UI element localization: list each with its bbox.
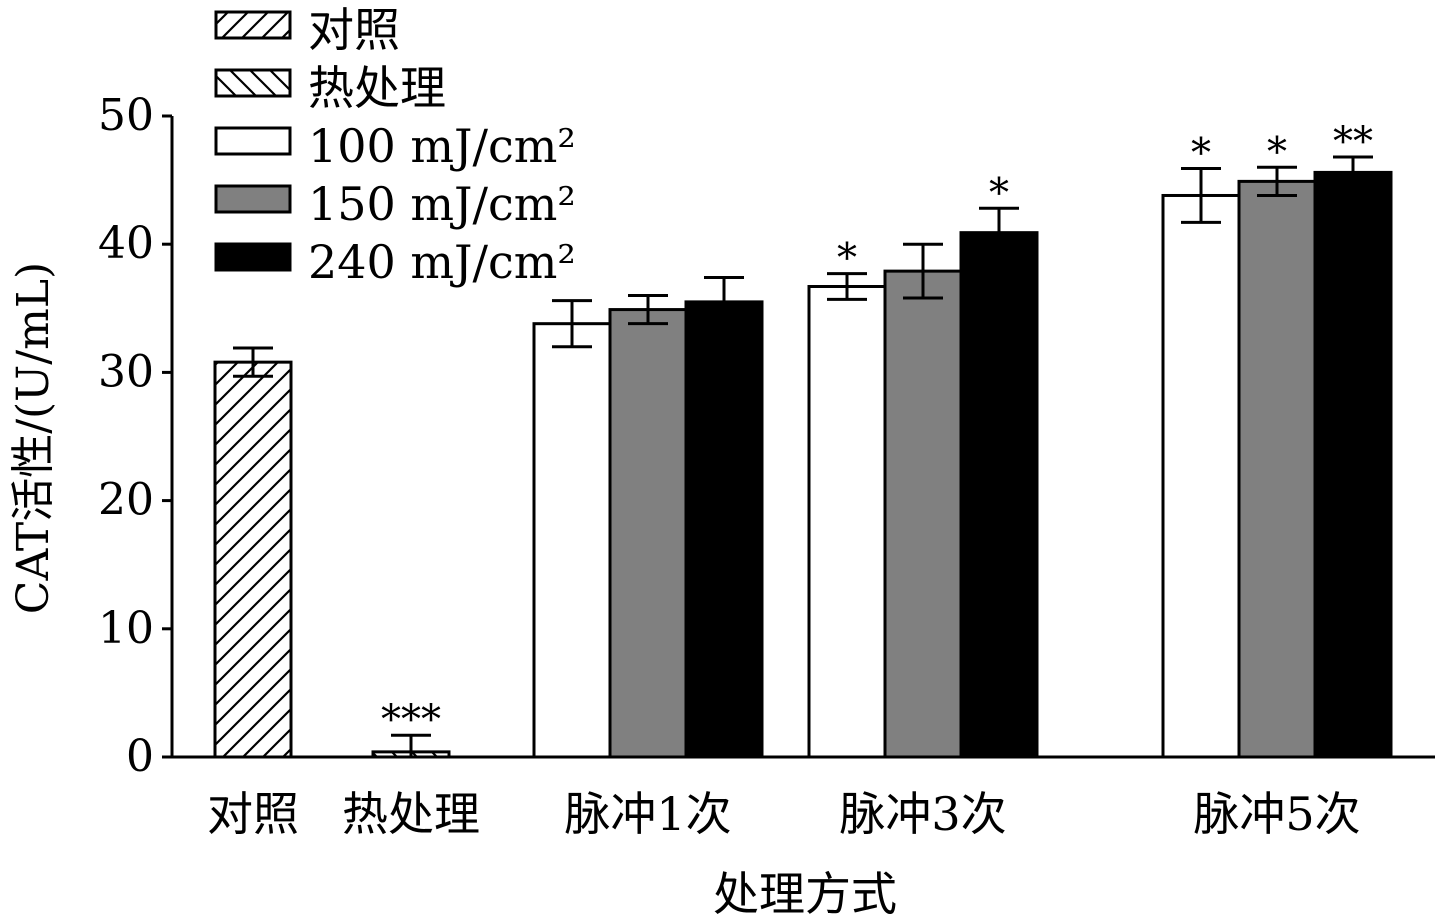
y-tick-label: 30 — [98, 346, 154, 397]
legend-item-heat: 热处理 — [214, 61, 446, 115]
legend-swatch — [214, 184, 292, 214]
legend-item-d240: 240 mJ/cm² — [214, 235, 576, 289]
bar-control — [213, 360, 293, 759]
bar-d150 — [883, 269, 963, 759]
legend-label: 热处理 — [308, 61, 446, 115]
legend-swatch — [214, 126, 292, 156]
significance-mark: *** — [381, 697, 441, 743]
x-tick-label: 脉冲1次 — [564, 787, 731, 841]
y-tick-label: 10 — [98, 603, 154, 654]
significance-mark: * — [989, 170, 1009, 216]
significance-mark: * — [837, 236, 857, 282]
y-axis-label: CAT活性/(U/mL) — [8, 262, 59, 614]
bar-d100 — [1161, 193, 1241, 759]
legend-item-d150: 150 mJ/cm² — [214, 177, 576, 231]
y-tick-label: 40 — [98, 218, 154, 269]
x-tick-label: 脉冲3次 — [839, 787, 1006, 841]
significance-mark: * — [1267, 129, 1287, 175]
significance-mark: * — [1191, 131, 1211, 177]
bar-d240 — [959, 231, 1039, 759]
bar-d150 — [608, 308, 688, 759]
legend-swatch — [214, 68, 292, 98]
legend-item-d100: 100 mJ/cm² — [214, 119, 576, 173]
bar-d150 — [1237, 179, 1317, 759]
x-tick-label: 对照 — [207, 787, 299, 841]
bar-d100 — [532, 322, 612, 759]
significance-mark: ** — [1333, 119, 1373, 165]
bar-d100 — [807, 285, 887, 759]
legend-swatch — [214, 242, 292, 272]
legend-label: 对照 — [308, 3, 400, 57]
y-tick-label: 20 — [98, 475, 154, 526]
y-tick-label: 50 — [98, 90, 154, 141]
legend-label: 150 mJ/cm² — [308, 177, 576, 231]
legend-item-control: 对照 — [214, 3, 400, 57]
legend-swatch — [214, 10, 292, 40]
y-tick-label: 0 — [126, 731, 154, 782]
x-axis-label: 处理方式 — [713, 867, 897, 921]
bar-d240 — [684, 300, 764, 759]
x-tick-label: 脉冲5次 — [1193, 787, 1360, 841]
bar-d240 — [1313, 170, 1393, 759]
legend-label: 240 mJ/cm² — [308, 235, 576, 289]
x-tick-label: 热处理 — [342, 787, 480, 841]
legend-label: 100 mJ/cm² — [308, 119, 576, 173]
